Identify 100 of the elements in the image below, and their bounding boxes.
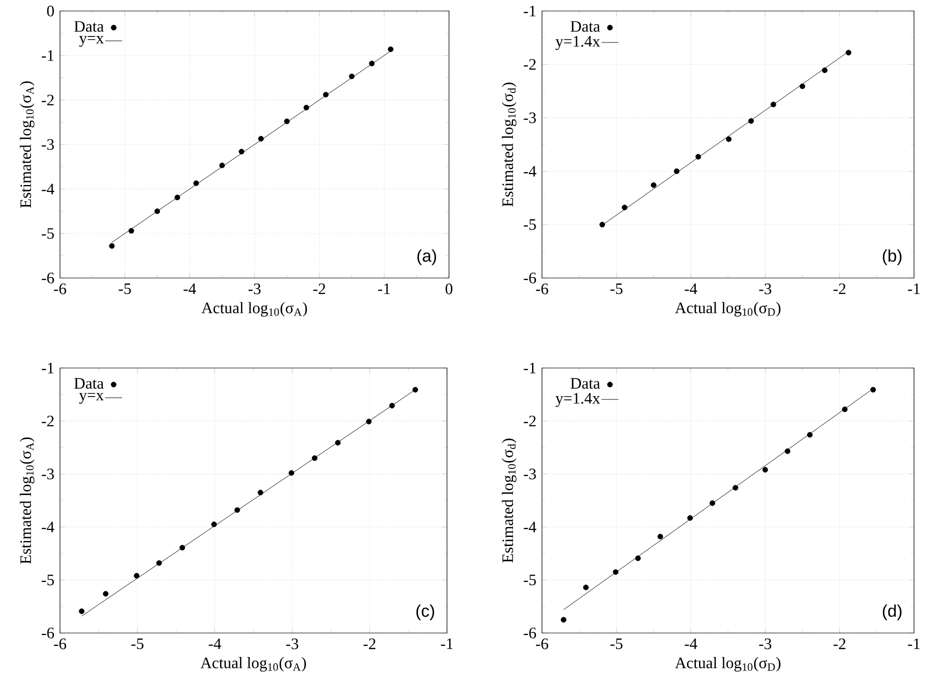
- point: [312, 455, 318, 461]
- y-tick-label: -1: [524, 362, 536, 374]
- annotation: (a): [417, 249, 436, 266]
- point: [770, 102, 776, 108]
- x-tick-label: -3: [759, 638, 772, 650]
- point: [234, 507, 240, 513]
- x-tick-label: -6: [536, 284, 548, 294]
- point: [284, 118, 290, 124]
- x-tick-label: -3: [286, 638, 298, 650]
- point: [726, 136, 732, 142]
- x-tick-label: -6: [536, 638, 548, 650]
- point: [258, 490, 264, 496]
- y-tick-label: -5: [524, 574, 536, 586]
- point: [807, 432, 813, 438]
- y-tick-label: -3: [524, 468, 536, 480]
- legend-label: Data: [570, 378, 600, 389]
- point: [180, 544, 186, 550]
- y-tick-label: -5: [524, 219, 536, 230]
- y-tick-label: -6: [524, 628, 536, 638]
- point: [687, 515, 693, 521]
- point: [800, 84, 806, 90]
- point: [622, 204, 628, 210]
- x-axis-title: Actual log$_{10}$(σ$_{A}$): [202, 302, 307, 317]
- point: [732, 484, 738, 491]
- point: [193, 180, 199, 186]
- x-tick-label: -4: [684, 638, 698, 650]
- point: [822, 67, 828, 74]
- x-tick-label: -4: [684, 284, 698, 294]
- point: [650, 182, 656, 188]
- x-tick-label: -5: [610, 638, 622, 650]
- legend-label: Data: [74, 21, 104, 32]
- x-tick-label: -2: [834, 638, 846, 650]
- y-axis-title: Estimated log$_{10}$(σ$_{d}$): [502, 438, 516, 563]
- y-tick-label: -2: [42, 416, 54, 426]
- annotation: (c): [416, 604, 434, 620]
- x-axis-title: Actual log$_{10}$(σ$_{D}$): [675, 302, 780, 317]
- point: [102, 590, 108, 597]
- x-tick-label: -3: [248, 284, 261, 294]
- legend-label: Data: [74, 378, 104, 389]
- x-tick-label: -2: [313, 284, 326, 294]
- x-tick-label: -1: [440, 638, 453, 650]
- x-tick-label: 0: [446, 284, 452, 294]
- legend-label: y=1.4x: [556, 392, 600, 407]
- point: [154, 208, 160, 214]
- point: [128, 228, 134, 234]
- point: [174, 194, 180, 200]
- y-tick-label: -2: [524, 59, 536, 70]
- y-tick-label: -5: [42, 574, 54, 586]
- y-axis-title: Estimated log$_{10}$(σ$_{A}$): [20, 81, 34, 208]
- y-tick-label: -4: [524, 522, 536, 532]
- y-tick-label: -3: [42, 139, 54, 150]
- legend-label: y=x: [79, 36, 104, 47]
- x-tick-label: -6: [54, 284, 66, 294]
- point: [583, 584, 589, 590]
- annotation: (d): [882, 604, 902, 620]
- point: [366, 418, 372, 424]
- y-tick-label: -1: [42, 50, 54, 61]
- x-tick-label: -1: [378, 284, 390, 294]
- y-tick-label: -6: [42, 272, 54, 284]
- point: [369, 60, 375, 66]
- point: [842, 406, 848, 412]
- point: [748, 118, 754, 124]
- x-tick-label: -1: [908, 284, 920, 294]
- point: [599, 222, 606, 228]
- y-tick-label: 0: [47, 6, 54, 16]
- point: [762, 466, 768, 473]
- y-tick-label: -1: [42, 362, 54, 374]
- y-axis-title: Estimated log$_{10}$(σ$_{A}$): [20, 437, 34, 564]
- point: [304, 104, 310, 110]
- y-tick-label: -2: [42, 94, 54, 106]
- point: [78, 608, 84, 614]
- y-tick-label: -2: [524, 416, 536, 426]
- legend-label: Data: [570, 21, 600, 32]
- x-tick-label: -4: [208, 638, 222, 650]
- x-tick-label: -5: [131, 638, 144, 650]
- point: [784, 448, 790, 454]
- point: [389, 402, 395, 408]
- y-tick-label: -6: [42, 628, 54, 638]
- point: [238, 148, 244, 154]
- x-tick-label: -5: [610, 284, 622, 294]
- y-tick-label: -4: [42, 522, 54, 532]
- point: [612, 569, 618, 575]
- point: [658, 534, 664, 540]
- y-tick-label: -3: [42, 468, 54, 480]
- point: [846, 50, 852, 56]
- legend-label: y=x: [79, 392, 104, 404]
- point: [219, 162, 225, 168]
- point: [211, 522, 217, 528]
- y-tick-label: -5: [42, 228, 54, 239]
- y-tick-label: -6: [524, 272, 536, 284]
- point: [323, 92, 329, 98]
- point: [412, 386, 418, 393]
- x-tick-label: -2: [364, 638, 376, 650]
- legend-label: y=1.4x: [556, 36, 600, 50]
- x-axis-title: Actual log$_{10}$(σ$_{A}$): [200, 657, 306, 672]
- point: [109, 243, 115, 249]
- point: [258, 136, 264, 142]
- annotation: (b): [882, 249, 902, 266]
- point: [335, 440, 341, 446]
- x-tick-label: -2: [834, 284, 846, 294]
